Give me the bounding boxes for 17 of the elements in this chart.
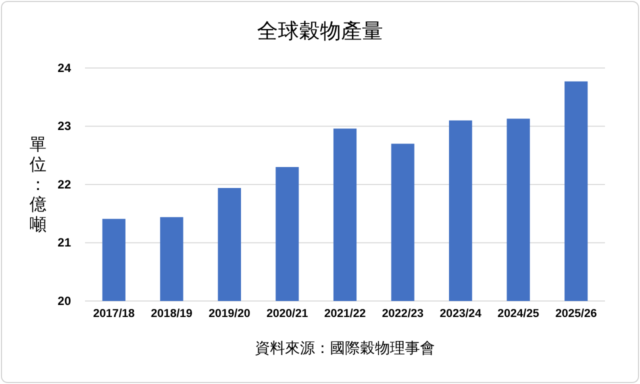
x-tick-label: 2019/20 bbox=[208, 308, 250, 320]
y-tick-label: 20 bbox=[58, 294, 72, 308]
x-tick-label: 2021/22 bbox=[324, 308, 366, 320]
y-tick-label: 23 bbox=[58, 119, 72, 134]
x-tick-label: 2022/23 bbox=[382, 308, 424, 320]
y-tick-label: 22 bbox=[58, 177, 72, 192]
chart-title: 全球穀物產量 bbox=[257, 19, 383, 43]
y-tick-label: 24 bbox=[58, 60, 72, 75]
x-tick-label: 2017/18 bbox=[93, 308, 136, 320]
x-tick-label: 2025/26 bbox=[555, 308, 597, 320]
source-note: 資料來源：國際穀物理事會 bbox=[255, 339, 435, 357]
y-axis-title: 單位：億噸 bbox=[30, 135, 46, 235]
x-tick-label: 2023/24 bbox=[440, 308, 482, 320]
x-tick-label: 2024/25 bbox=[498, 308, 540, 320]
y-tick-label: 21 bbox=[58, 236, 72, 250]
x-tick-label: 2020/21 bbox=[266, 308, 309, 320]
x-tick-label: 2018/19 bbox=[150, 308, 192, 320]
